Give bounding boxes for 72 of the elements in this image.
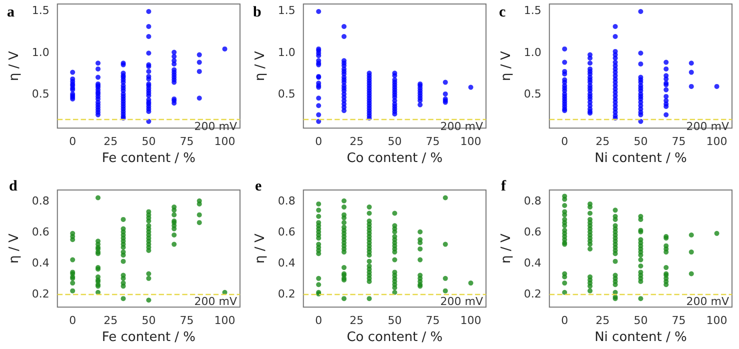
y-tick-label: 0.6 xyxy=(524,225,542,238)
y-axis-title: η / V xyxy=(499,234,514,264)
y-tick-label: 0.4 xyxy=(32,256,50,270)
y-axis-title: η / V xyxy=(499,51,514,81)
x-tick-label: 100 xyxy=(214,314,236,328)
y-tick-label: 0.8 xyxy=(524,194,542,208)
chart-title: a xyxy=(7,4,15,20)
x-tick-label: 50 xyxy=(634,314,648,328)
x-axis-title: Fe content / % xyxy=(102,330,196,345)
y-tick-label: 0.4 xyxy=(524,256,542,270)
x-tick-label: 0 xyxy=(561,135,568,148)
chart-title: b xyxy=(253,4,262,20)
x-tick-label: 0 xyxy=(315,135,322,148)
x-tick-label: 25 xyxy=(350,135,364,148)
x-tick-label: 25 xyxy=(596,314,610,328)
y-tick-label: 0.6 xyxy=(278,225,296,238)
x-tick-label: 50 xyxy=(142,314,156,328)
y-tick-label: 0.5 xyxy=(524,87,542,100)
x-tick-label: 75 xyxy=(426,135,440,148)
y-tick-label: 0.8 xyxy=(278,194,296,208)
y-tick-label: 1.0 xyxy=(32,46,50,59)
x-tick-label: 0 xyxy=(69,135,76,148)
x-tick-label: 50 xyxy=(142,135,156,148)
x-tick-label: 75 xyxy=(426,314,440,328)
x-axis-title: Ni content / % xyxy=(594,151,687,166)
y-tick-label: 0.5 xyxy=(278,87,296,100)
y-tick-label: 1.5 xyxy=(524,4,542,18)
y-tick-label: 0.2 xyxy=(278,287,296,300)
x-tick-label: 100 xyxy=(460,314,482,328)
chart-title: c xyxy=(499,4,506,20)
y-tick-label: 1.0 xyxy=(278,46,296,59)
ref-line-label: 200 mV xyxy=(440,294,484,308)
ref-line-label: 200 mV xyxy=(686,294,730,308)
x-tick-label: 25 xyxy=(104,314,118,328)
x-axis-title: Co content / % xyxy=(346,151,443,166)
x-tick-label: 50 xyxy=(388,314,402,328)
y-tick-label: 0.2 xyxy=(524,287,542,300)
y-tick-label: 1.5 xyxy=(278,4,296,18)
x-tick-label: 100 xyxy=(706,314,728,328)
x-tick-label: 25 xyxy=(104,135,118,148)
x-tick-label: 100 xyxy=(460,135,482,148)
x-tick-label: 25 xyxy=(596,135,610,148)
y-tick-label: 0.6 xyxy=(32,225,50,238)
x-axis-title: Ni content / % xyxy=(594,330,687,345)
x-axis-title: Fe content / % xyxy=(102,151,196,166)
x-tick-label: 100 xyxy=(214,135,236,148)
y-tick-label: 0.8 xyxy=(32,194,50,208)
y-tick-label: 1.0 xyxy=(524,46,542,59)
y-axis-title: η / V xyxy=(7,51,22,81)
x-tick-label: 50 xyxy=(634,135,648,148)
x-tick-label: 100 xyxy=(706,135,728,148)
x-tick-label: 75 xyxy=(180,135,194,148)
x-tick-label: 0 xyxy=(69,314,76,328)
x-tick-label: 25 xyxy=(350,314,364,328)
x-tick-label: 75 xyxy=(672,314,686,328)
chart-title: d xyxy=(9,178,18,194)
y-axis-title: η / V xyxy=(7,234,22,264)
x-tick-label: 50 xyxy=(388,135,402,148)
y-axis-title: η / V xyxy=(253,51,268,81)
x-tick-label: 75 xyxy=(180,314,194,328)
y-tick-label: 0.2 xyxy=(32,287,50,300)
y-tick-label: 1.5 xyxy=(32,4,50,18)
y-tick-label: 0.4 xyxy=(278,256,296,270)
chart-title: f xyxy=(501,178,507,194)
ref-line-label: 200 mV xyxy=(194,294,238,308)
x-tick-label: 0 xyxy=(561,314,568,328)
x-tick-label: 75 xyxy=(672,135,686,148)
x-tick-label: 0 xyxy=(315,314,322,328)
x-axis-title: Co content / % xyxy=(346,330,443,345)
y-tick-label: 0.5 xyxy=(32,87,50,100)
y-axis-title: η / V xyxy=(253,234,268,264)
chart-title: e xyxy=(255,178,262,194)
